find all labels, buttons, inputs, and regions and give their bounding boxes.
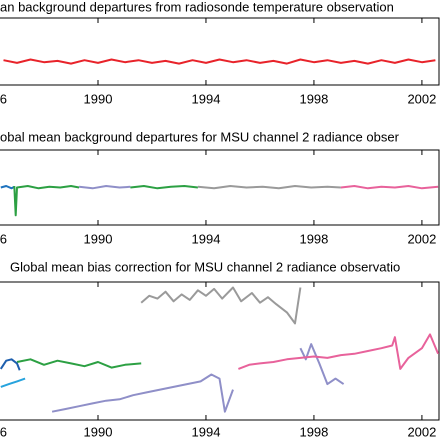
x-tick-label: 1994 bbox=[192, 91, 221, 106]
series-line bbox=[3, 58, 436, 65]
series-line bbox=[0, 358, 21, 371]
series-line bbox=[238, 333, 440, 370]
x-tick-label: 2002 bbox=[407, 231, 436, 246]
x-tick-label: 1990 bbox=[84, 231, 113, 246]
series-line bbox=[0, 377, 26, 388]
series-line bbox=[78, 185, 131, 190]
x-tick-label: 1994 bbox=[192, 231, 221, 246]
series-line bbox=[13, 185, 80, 217]
x-tick-label: 1994 bbox=[192, 424, 221, 439]
x-tick-label: 6 bbox=[0, 231, 7, 246]
series-line bbox=[140, 286, 302, 325]
x-tick-label: 1998 bbox=[299, 424, 328, 439]
series-line bbox=[299, 343, 345, 386]
x-tick-label: 1998 bbox=[299, 91, 328, 106]
x-tick-label: 1990 bbox=[84, 91, 113, 106]
series-line bbox=[16, 358, 142, 369]
series-line bbox=[51, 373, 234, 413]
plot-frame bbox=[0, 17, 440, 86]
chart-title: Global mean bias correction for MSU chan… bbox=[10, 259, 400, 274]
series-line bbox=[0, 185, 15, 190]
plot-frame bbox=[0, 281, 440, 421]
plot-frame bbox=[0, 149, 440, 226]
x-tick-label: 1990 bbox=[84, 424, 113, 439]
chart-title: an background departures from radiosonde… bbox=[0, 0, 394, 14]
x-tick-label: 6 bbox=[0, 424, 7, 439]
series-line bbox=[340, 185, 439, 190]
series-line bbox=[130, 185, 199, 190]
x-tick-label: 1998 bbox=[299, 231, 328, 246]
chart-title: obal mean background departures for MSU … bbox=[0, 129, 400, 144]
x-tick-label: 6 bbox=[0, 91, 7, 106]
series-line bbox=[197, 185, 341, 190]
x-tick-label: 2002 bbox=[407, 91, 436, 106]
x-tick-label: 2002 bbox=[407, 424, 436, 439]
